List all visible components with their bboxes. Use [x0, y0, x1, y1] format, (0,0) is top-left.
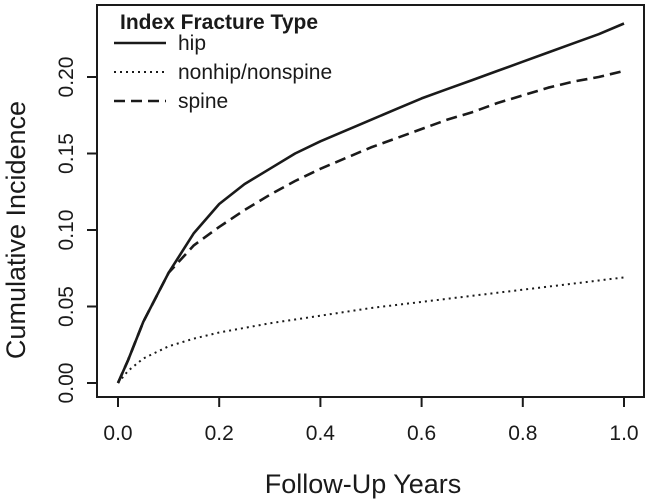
y-axis-title: Cumulative Incidence — [1, 101, 31, 359]
series-line-hip — [116, 22, 625, 384]
y-tick-label: 0.20 — [55, 57, 78, 98]
x-axis-title: Follow-Up Years — [265, 469, 462, 499]
x-tick-label: 1.0 — [609, 422, 638, 445]
y-tick-label: 0.10 — [55, 210, 78, 251]
y-tick-label: 0.05 — [55, 286, 78, 327]
legend-label: hip — [178, 32, 206, 55]
plot-frame — [96, 4, 645, 398]
y-tick-label: 0.00 — [55, 363, 78, 404]
legend-label: nonhip/nonspine — [178, 61, 332, 84]
legend: Index Fracture Type hip nonhip/nonspine sp… — [114, 11, 332, 113]
x-tick-label: 0.0 — [103, 422, 132, 445]
legend-items: hip nonhip/nonspine spine — [114, 32, 332, 113]
legend-title: Index Fracture Type — [120, 11, 318, 34]
series-line-nonhip-nonspine — [117, 276, 625, 384]
x-tick-label: 0.4 — [306, 422, 336, 445]
y-tick-label: 0.15 — [55, 133, 78, 174]
x-tick-label: 0.6 — [407, 422, 436, 445]
legend-label: spine — [178, 90, 228, 113]
series-layer — [116, 22, 625, 384]
x-axis: 0.0 0.2 0.4 0.6 0.8 1.0 — [103, 397, 639, 445]
series-line-spine — [116, 69, 625, 384]
y-axis: 0.00 0.05 0.10 0.15 0.20 — [55, 57, 97, 404]
x-tick-label: 0.2 — [205, 422, 234, 445]
x-tick-label: 0.8 — [508, 422, 537, 445]
